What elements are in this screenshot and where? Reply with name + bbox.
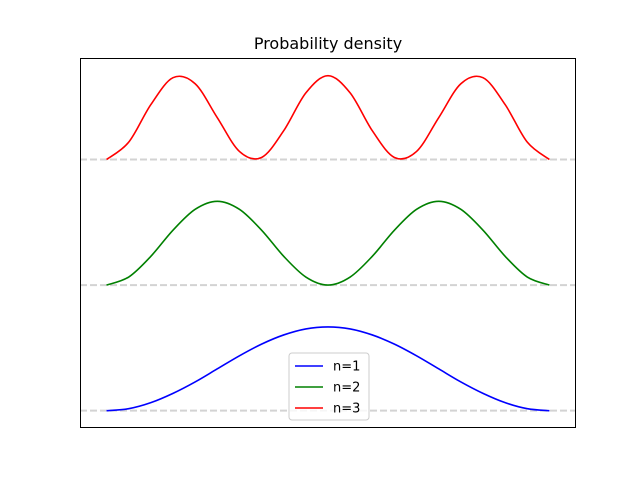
series-lines-group	[106, 74, 550, 412]
legend-box	[288, 352, 370, 421]
series-line-n1	[106, 326, 550, 412]
legend: n=1 n=2 n=3	[288, 352, 370, 421]
baselines-group	[80, 158, 576, 412]
legend-label-n1: n=1	[333, 360, 360, 375]
plot-area-frame	[80, 58, 576, 428]
chart-title: Probability density	[254, 34, 402, 53]
legend-label-n3: n=3	[333, 402, 360, 417]
series-line-n3	[106, 74, 550, 161]
series-line-n2	[106, 200, 550, 286]
legend-label-n2: n=2	[333, 381, 360, 396]
